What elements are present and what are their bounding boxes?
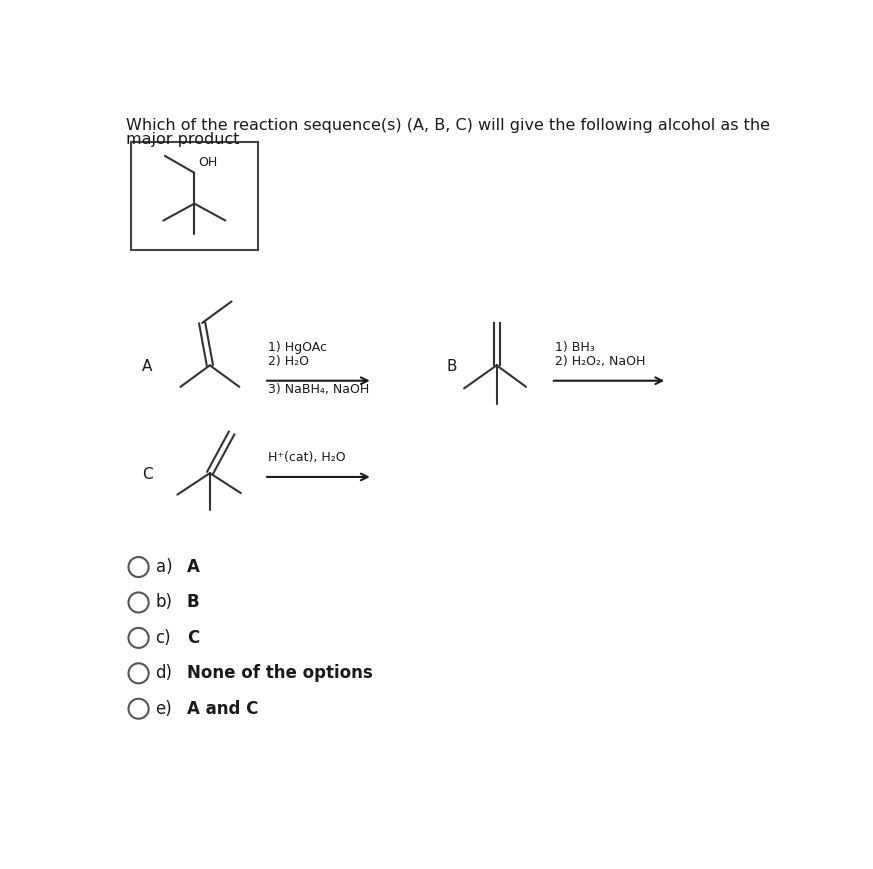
Text: major product: major product — [127, 132, 240, 147]
Text: 1) HgOAc: 1) HgOAc — [268, 341, 327, 354]
Bar — [131, 142, 258, 249]
Text: B: B — [187, 594, 199, 612]
Text: B: B — [446, 360, 457, 375]
Text: A: A — [187, 558, 200, 576]
Text: 1) BH₃: 1) BH₃ — [554, 341, 595, 354]
Text: H⁺(cat), H₂O: H⁺(cat), H₂O — [268, 451, 346, 464]
Text: A and C: A and C — [187, 700, 258, 718]
Text: d): d) — [155, 664, 173, 682]
Text: c): c) — [155, 629, 171, 647]
Text: OH: OH — [198, 156, 217, 169]
Text: Which of the reaction sequence(s) (A, B, C) will give the following alcohol as t: Which of the reaction sequence(s) (A, B,… — [127, 118, 770, 133]
Text: a): a) — [155, 558, 172, 576]
Text: C: C — [187, 629, 199, 647]
Text: None of the options: None of the options — [187, 664, 373, 682]
Text: A: A — [141, 360, 152, 375]
Text: b): b) — [155, 594, 173, 612]
Text: 3) NaBH₄, NaOH: 3) NaBH₄, NaOH — [268, 383, 369, 396]
Text: e): e) — [155, 700, 172, 718]
Text: 2) H₂O₂, NaOH: 2) H₂O₂, NaOH — [554, 355, 645, 368]
Text: C: C — [141, 468, 152, 482]
Text: 2) H₂O: 2) H₂O — [268, 355, 309, 368]
